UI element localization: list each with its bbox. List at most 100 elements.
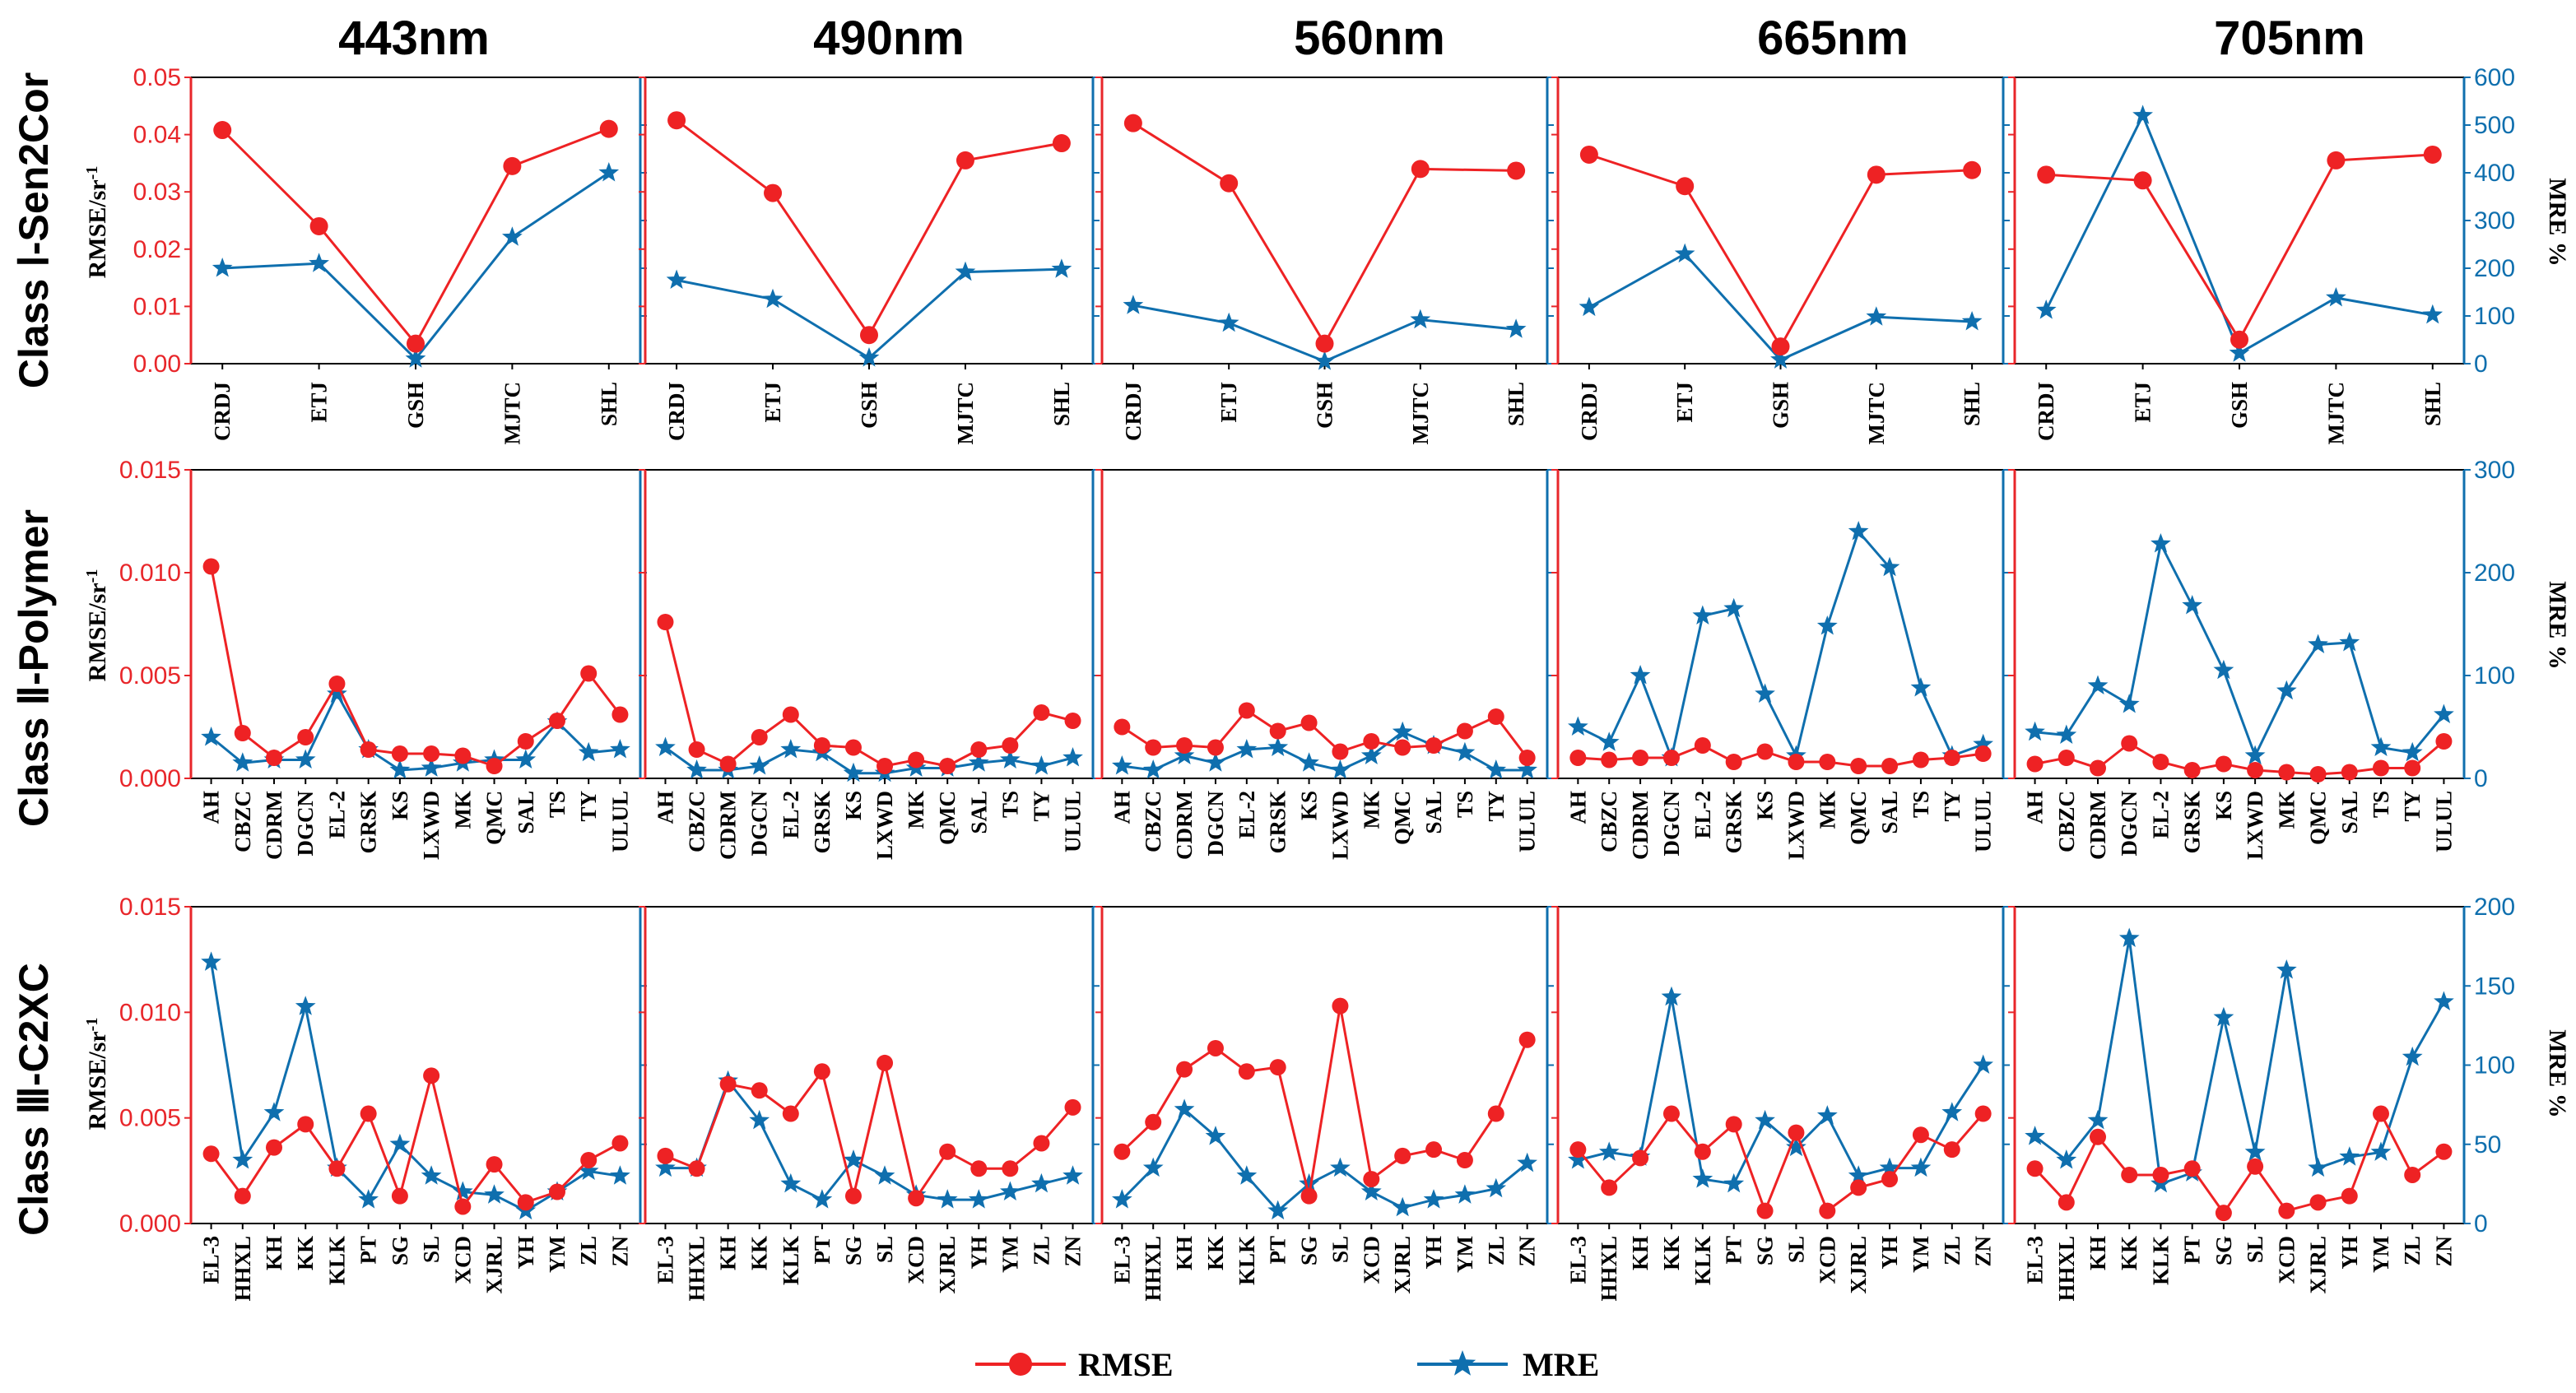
category-label: AH	[653, 791, 677, 824]
mre-marker	[1142, 759, 1164, 779]
category-label: MJTC	[953, 382, 978, 445]
rmse-marker	[2090, 759, 2107, 777]
mre-marker	[484, 1184, 505, 1204]
category-label: SG	[388, 1236, 412, 1265]
mre-marker	[858, 347, 880, 367]
rmse-marker	[1943, 750, 1960, 766]
rmse-marker	[1176, 737, 1193, 754]
category-label: SL	[872, 1236, 897, 1263]
mre-marker	[2244, 745, 2266, 764]
mre-marker	[1816, 615, 1838, 635]
rmse-marker	[908, 1190, 925, 1207]
rmse-marker	[391, 745, 408, 762]
rmse-marker	[1207, 739, 1224, 756]
category-label: EL-2	[2148, 791, 2173, 839]
mre-marker	[1218, 312, 1239, 332]
rmse-marker	[970, 741, 988, 758]
rmse-line	[676, 119, 1062, 338]
left-tick-label: 0.05	[133, 64, 181, 91]
mre-marker	[405, 348, 426, 368]
rmse-marker	[876, 758, 894, 774]
category-label: KLK	[2148, 1236, 2173, 1285]
rmse-marker	[1518, 750, 1536, 766]
mre-marker	[1112, 755, 1132, 775]
category-label: ETJ	[1672, 382, 1697, 423]
category-label: XJRL	[935, 1236, 960, 1294]
mre-marker	[1062, 1165, 1083, 1185]
rmse-line	[1577, 1112, 1984, 1214]
category-label: AH	[1109, 791, 1134, 824]
category-label: KK	[1659, 1236, 1684, 1270]
category-label: DGCN	[747, 791, 772, 857]
rmse-marker	[1819, 1202, 1836, 1219]
category-label: HHXL	[1597, 1236, 1621, 1302]
category-label: EL-2	[1690, 791, 1715, 839]
mre-marker	[1123, 295, 1144, 314]
mre-marker	[2276, 959, 2297, 979]
panel-row2-705nm: 0 100 200 300 AH CBZC CDRM DGCN EL-2 GRSK KS LXWD MK…	[2008, 457, 2515, 860]
category-label: KH	[716, 1236, 741, 1270]
category-label: KH	[262, 1236, 286, 1270]
rmse-marker	[202, 558, 220, 575]
category-label: ULUL	[1971, 791, 1996, 852]
rmse-marker	[1756, 1202, 1774, 1219]
rmse-line	[2046, 153, 2433, 342]
left-tick-label: 0.000	[119, 765, 181, 792]
right-tick-label: 100	[2474, 303, 2515, 330]
category-label: PT	[2180, 1236, 2205, 1265]
legend-rmse-marker	[1009, 1353, 1032, 1376]
mre-marker	[232, 752, 253, 772]
left-axis-label-row1: RMSE/sr-1	[83, 166, 111, 279]
category-label: SHL	[1049, 382, 1074, 426]
rmse-marker	[486, 758, 503, 774]
mre-marker	[421, 757, 442, 777]
mre-marker	[610, 739, 630, 759]
rmse-marker	[1332, 997, 1349, 1015]
mre-line	[2044, 112, 2434, 355]
category-label: GSH	[403, 382, 428, 429]
left-tick-label: 0.01	[133, 293, 181, 320]
rmse-marker	[1850, 1179, 1867, 1196]
category-label: MK	[1815, 791, 1839, 829]
category-label: XCD	[1359, 1236, 1383, 1284]
rmse-marker	[1943, 1141, 1960, 1159]
mre-line	[1577, 529, 1984, 763]
mre-marker	[1360, 745, 1382, 764]
rmse-marker	[2423, 145, 2442, 164]
category-label: CDRM	[716, 791, 741, 860]
mre-marker	[295, 996, 316, 1015]
rmse-marker	[1569, 1141, 1587, 1159]
category-label: ZN	[607, 1236, 632, 1267]
category-label: HHXL	[2054, 1236, 2079, 1302]
mre-marker	[762, 288, 783, 309]
category-label: YH	[1421, 1236, 1446, 1270]
legend: RMSE MRE	[975, 1346, 1599, 1383]
mre-marker	[2434, 703, 2454, 723]
category-label: CRDJ	[664, 382, 689, 441]
rmse-marker	[1033, 704, 1050, 721]
category-label: GSH	[2227, 382, 2252, 429]
mre-marker	[263, 1102, 285, 1121]
rmse-marker	[844, 739, 862, 756]
mre-marker	[1392, 1196, 1413, 1217]
category-label: HHXL	[230, 1236, 255, 1302]
panel-row3-705nm: 0 50 100 150 200 EL-3 HHXL KH KK KLK PT SG SL XCD XJRL…	[2008, 894, 2515, 1302]
mre-line	[210, 962, 621, 1213]
mre-marker	[2182, 595, 2202, 615]
mre-marker	[358, 1189, 379, 1209]
mre-marker	[389, 759, 411, 779]
rmse-marker	[2215, 1205, 2232, 1222]
rmse-marker	[423, 745, 440, 762]
category-label: YM	[545, 1236, 570, 1273]
rmse-marker	[2341, 1187, 2358, 1205]
rmse-marker	[1912, 751, 1929, 768]
rmse-marker	[1676, 177, 1695, 196]
category-label: TY	[576, 791, 601, 822]
right-tick-label: 0	[2474, 351, 2488, 378]
category-label: SAL	[1877, 791, 1902, 834]
mre-marker	[578, 1160, 599, 1180]
category-label: KLK	[324, 1236, 349, 1285]
category-label: KLK	[779, 1236, 803, 1285]
category-label: KK	[293, 1236, 318, 1270]
rmse-marker	[1220, 174, 1239, 193]
